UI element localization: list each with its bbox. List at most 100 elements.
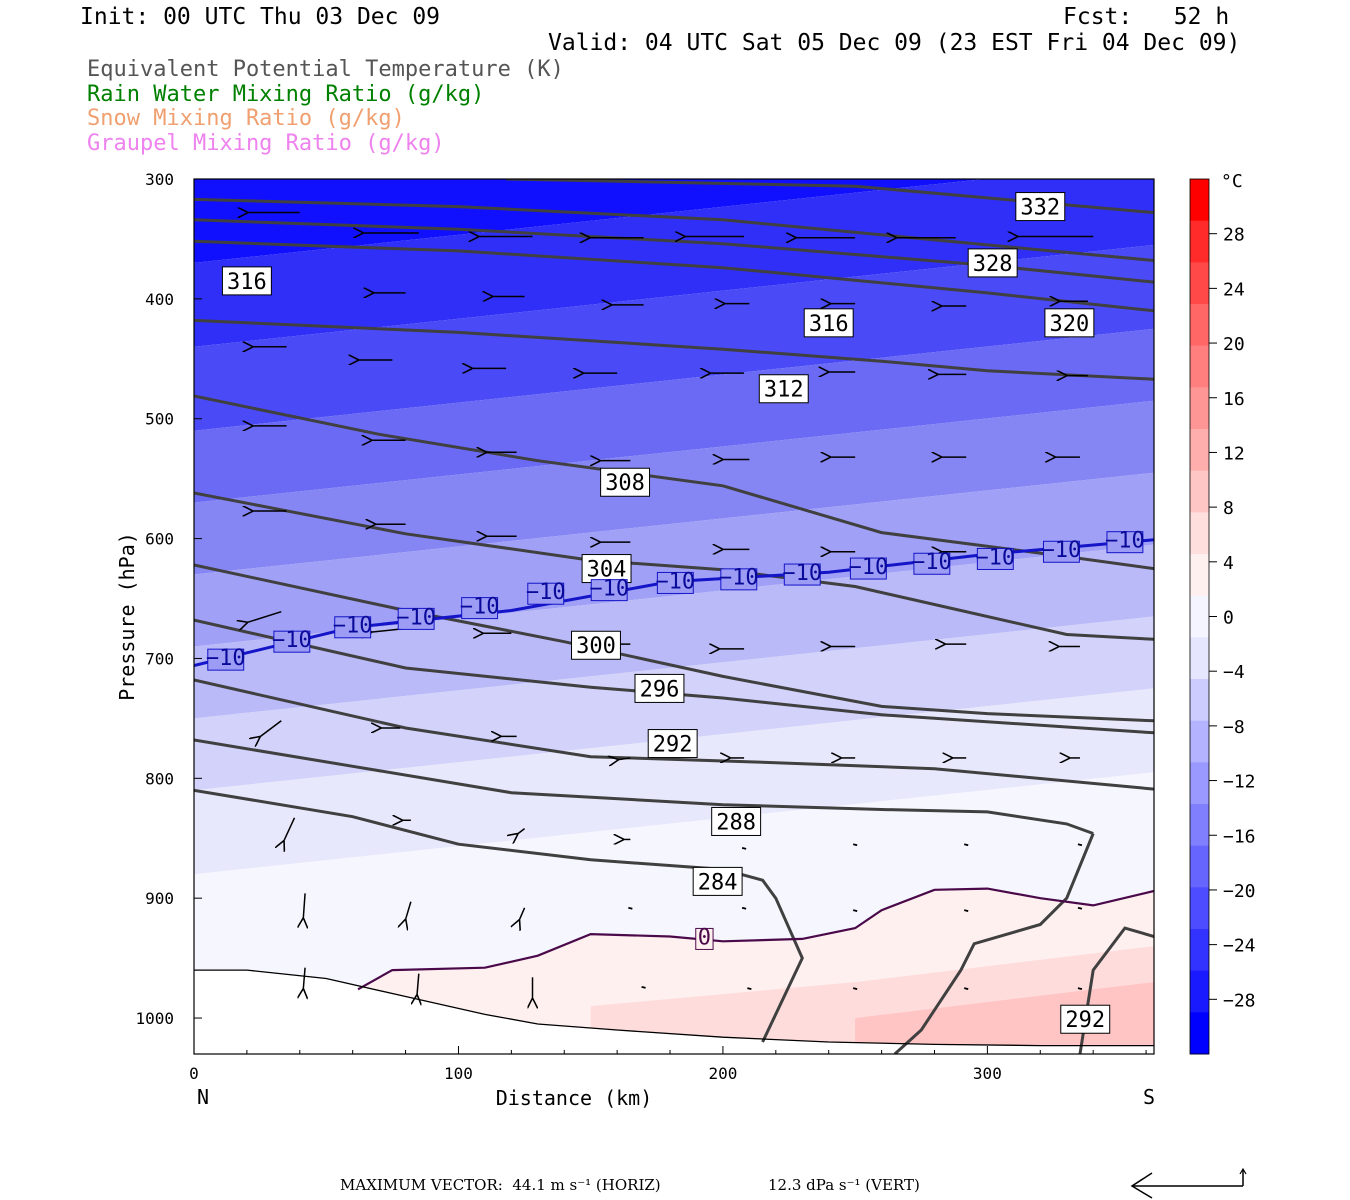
colorbar-segment: [1190, 470, 1209, 513]
colorbar-tick-label: −16: [1223, 826, 1256, 847]
wind-vector: [303, 893, 305, 918]
isotherm-minus10-label-6-box: [590, 579, 628, 602]
wind-vector: [641, 986, 646, 989]
wind-vector: [303, 967, 305, 990]
isotherm-minus10-label-5-box: [527, 582, 565, 605]
colorbar-tick-label: 24: [1223, 279, 1245, 300]
colorbar-tick-label: 12: [1223, 443, 1245, 464]
y-tick-label: 500: [145, 410, 174, 429]
y-tick-label: 800: [145, 769, 174, 788]
isotherm-minus10-label-0-box: [207, 648, 245, 671]
wind-vector: [1077, 843, 1083, 847]
valid-time-label: Valid: 04 UTC Sat 05 Dec 09 (23 EST Fri …: [548, 30, 1241, 56]
colorbar-unit-label: °C: [1221, 171, 1243, 192]
terrain-line: [194, 969, 1154, 1047]
isotherm-minus10-label-10: −10: [849, 555, 889, 580]
theta-e-contour-328: [194, 197, 1154, 262]
theta-e-label-308-6: 308: [605, 471, 645, 496]
isotherm-zero: [357, 887, 1154, 991]
colorbar-segment: [1190, 429, 1209, 472]
theta-e-contour-292: [194, 738, 1094, 835]
x-end-label-south: S: [1143, 1085, 1155, 1109]
theta-e-label-292-10: 292: [653, 732, 693, 757]
isotherm-minus10-label-8: −10: [719, 566, 759, 591]
isotherm-minus10-label-14: −10: [1105, 529, 1145, 554]
theta-e-label-292-13: 292: [1065, 1008, 1105, 1033]
max-vertical-vector-label: 12.3 dPa s⁻¹ (VERT): [768, 1176, 920, 1194]
colorbar-segment: [1190, 387, 1209, 430]
wind-vector: [741, 906, 747, 910]
colorbar-tick-label: 8: [1223, 498, 1234, 519]
x-tick-label: 0: [189, 1064, 199, 1083]
isotherm-minus10-label-13-box: [1042, 540, 1080, 563]
theta-e-label-320-2: 320: [1049, 312, 1089, 337]
colorbar-segment: [1190, 179, 1209, 222]
contour-labels: 332 328 320 316 316 312 308 304 300 296 292 288 284 2…: [206, 192, 1145, 1034]
x-end-label-north: N: [197, 1085, 209, 1109]
theta-e-contour-284: [893, 832, 1095, 1054]
theta-e-label-284-12-box: [692, 866, 743, 896]
isotherm-minus10-label-6: −10: [589, 577, 629, 602]
warm-region-3: [855, 982, 1154, 1054]
wind-vector: [1077, 906, 1083, 910]
plot-frame: [193, 178, 1155, 1055]
colorbar-segment: [1190, 262, 1209, 305]
theta-e-contour-296: [194, 678, 1154, 791]
theta-e-label-300-8: 300: [576, 634, 616, 659]
colorbar-segment: [1190, 512, 1209, 555]
wind-vector: [519, 907, 526, 921]
x-tick-label: 200: [708, 1064, 737, 1083]
wind-vector: [964, 987, 969, 990]
colorbar-tick-label: 16: [1223, 389, 1245, 410]
wind-vector: [284, 817, 296, 842]
colorbar-segment: [1190, 929, 1209, 972]
isotherm-minus10-label-7-box: [656, 571, 694, 594]
y-tick-label: 600: [145, 530, 174, 549]
isotherm-minus10-label-4: −10: [460, 595, 500, 620]
colorbar-segment: [1190, 595, 1209, 638]
wind-vector: [247, 610, 282, 623]
colorbar-segment: [1190, 637, 1209, 680]
y-tick-label: 400: [145, 290, 174, 309]
theta-e-label-320-2-box: [1044, 308, 1095, 338]
isotherm-minus10-label-11-box: [913, 552, 951, 575]
y-tick-label: 900: [145, 889, 174, 908]
isotherm-zero-label-box: [695, 927, 714, 950]
isotherm-minus10-label-4-box: [461, 597, 499, 620]
wind-vector: [852, 909, 858, 913]
theta-e-label-316-4: 316: [227, 270, 267, 295]
theta-e-label-312-5: 312: [764, 378, 804, 403]
wind-vector: [852, 987, 858, 990]
isotherm-minus10-label-3: −10: [396, 605, 436, 630]
y-tick-label: 1000: [135, 1009, 174, 1028]
isotherm-minus10-label-2-box: [334, 616, 372, 639]
theta-e-label-308-6-box: [600, 467, 651, 497]
theta-e-label-288-11: 288: [716, 810, 756, 835]
theta-e-label-312-5-box: [758, 374, 809, 404]
colorbar-tick-label: −20: [1223, 881, 1256, 902]
colorbar-segment: [1190, 720, 1209, 763]
isotherm-minus10-label-0: −10: [206, 646, 246, 671]
wind-vector: [405, 901, 412, 920]
isotherm-minus10-label-11: −10: [912, 550, 952, 575]
wind-vector: [964, 909, 969, 913]
theta-e-contour-324: [194, 218, 1154, 284]
theta-e-label-288-11-box: [711, 806, 762, 836]
y-axis-title: Pressure (hPa): [115, 532, 139, 701]
temp-band: [194, 616, 1154, 791]
wind-vector: [964, 843, 969, 847]
isotherm-minus10-label-3-box: [397, 607, 435, 630]
temp-band: [194, 179, 1154, 347]
theta-e-label-300-8-box: [571, 630, 621, 660]
wind-vector: [517, 828, 526, 834]
wind-vector: [747, 987, 752, 990]
isotherm-minus10-label-7: −10: [655, 569, 695, 594]
isotherm-minus10-label-9-box: [783, 563, 821, 586]
isotherm-minus10-label-14-box: [1106, 531, 1144, 554]
wind-vector: [618, 758, 631, 760]
colorbar-segment: [1190, 1012, 1209, 1055]
isotherm-minus10-label-12-box: [976, 547, 1014, 570]
colorbar-segment: [1190, 762, 1209, 805]
wind-vector: [260, 720, 282, 737]
colorbar-segment: [1190, 304, 1209, 347]
